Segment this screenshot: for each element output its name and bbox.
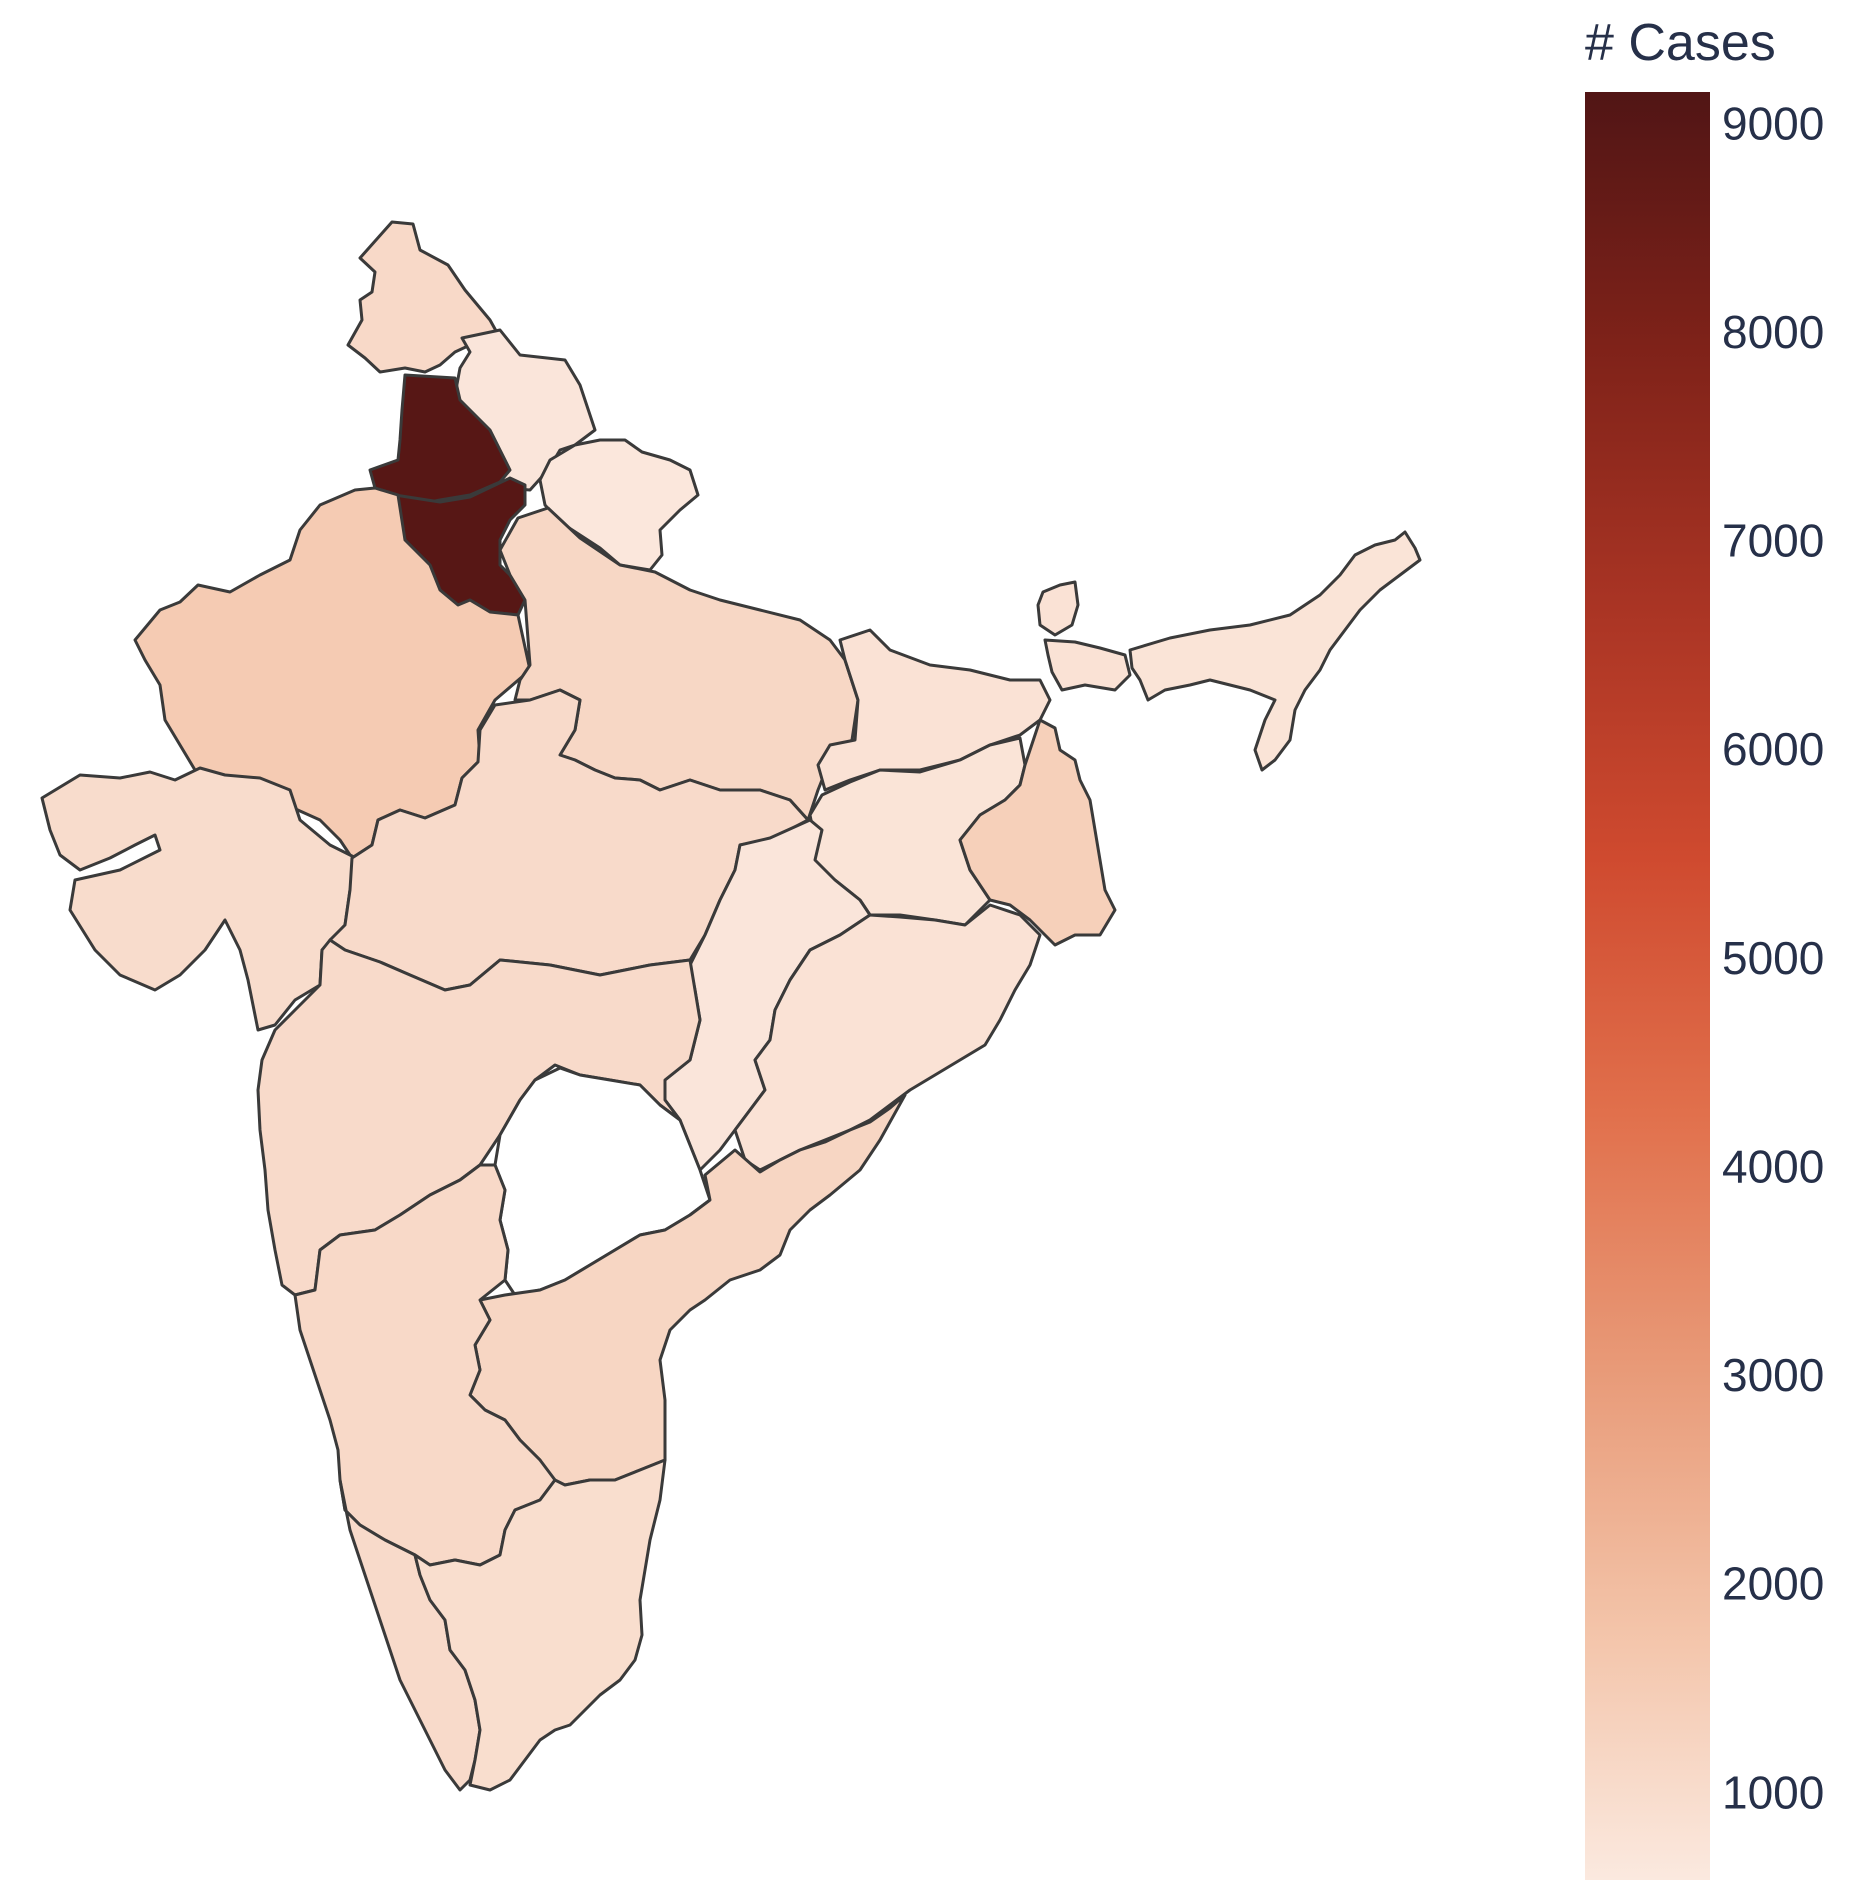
colorbar-tick-label: 7000 [1722, 515, 1824, 567]
region-northeast[interactable] [1128, 530, 1422, 772]
colorbar-ticks: 9000 8000 7000 6000 5000 4000 3000 2000 1000 [1722, 97, 1824, 1818]
colorbar-tick-label: 4000 [1722, 1140, 1824, 1192]
colorbar-tick-label: 6000 [1722, 723, 1824, 775]
colorbar-tick-label: 2000 [1722, 1558, 1824, 1610]
region-ladakh-kashmir[interactable] [346, 220, 502, 374]
colorbar-tick-label: 3000 [1722, 1349, 1824, 1401]
colorbar-tick-label: 1000 [1722, 1766, 1824, 1818]
region-sikkim[interactable] [1036, 580, 1080, 637]
colorbar-title: # Cases [1585, 14, 1776, 72]
colorbar-gradient [1585, 92, 1710, 1880]
region-sikkim-strip[interactable] [1043, 638, 1132, 692]
state-regions [40, 220, 1422, 1792]
region-west-bengal[interactable] [958, 718, 1117, 947]
region-karnataka[interactable] [293, 1163, 557, 1567]
colorbar-tick-label: 5000 [1722, 932, 1824, 984]
region-tamil-nadu[interactable] [413, 1458, 667, 1792]
colorbar-tick-label: 9000 [1722, 97, 1824, 149]
colorbar-tick-label: 8000 [1722, 306, 1824, 358]
colorbar: # Cases 9000 8000 7000 6000 5000 4000 3000 2000… [1585, 14, 1824, 1880]
region-gujarat[interactable] [40, 766, 362, 1032]
